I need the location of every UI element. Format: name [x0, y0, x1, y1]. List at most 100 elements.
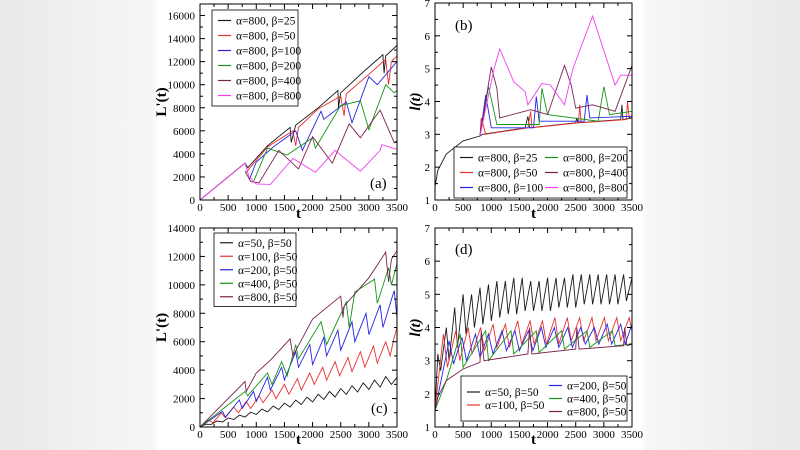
y-tick-label: 1 [425, 195, 431, 207]
y-axis-label: l(t) [408, 318, 424, 336]
x-tick-label: 2500 [565, 429, 588, 441]
y-axis-label: L'(t) [154, 87, 170, 116]
x-tick-label: 2000 [537, 202, 560, 214]
series-line-4 [479, 64, 632, 137]
y-tick-label: 14000 [168, 223, 196, 235]
y-tick-label: 5 [425, 64, 431, 76]
y-tick-label: 0 [190, 195, 196, 207]
y-tick-label: 2000 [173, 172, 196, 184]
y-tick-label: 2 [425, 162, 431, 174]
y-tick-label: 6000 [173, 337, 196, 349]
y-tick-label: 6000 [173, 126, 196, 138]
x-tick-label: 1000 [245, 202, 268, 214]
y-tick-label: 12000 [168, 57, 196, 69]
x-tick-label: 1500 [273, 202, 296, 214]
y-tick-label: 8000 [173, 103, 196, 115]
x-tick-label: 2500 [330, 202, 353, 214]
series-line-3 [479, 86, 632, 137]
y-tick-label: 4 [425, 97, 431, 109]
panel-c: 0 500 1000 1500 2000 2500 3000 3500 0 2000 4000 600… [154, 223, 409, 448]
x-axis-label: t [531, 206, 536, 222]
series-line-3 [200, 263, 397, 427]
x-tick-label: 2000 [537, 429, 560, 441]
legend-box [211, 9, 299, 107]
x-tick-label: 3000 [593, 202, 616, 214]
panel-d: 0 500 1000 1500 2000 2500 3000 3500 1 2 3 4 5 6 7 t l(t)… [408, 223, 644, 448]
legend-entry: α=800, β=50 [236, 31, 296, 43]
x-tick-label: 3500 [621, 202, 644, 214]
y-tick-label: 7 [425, 0, 431, 10]
legend-entry: α=800, β=200 [563, 153, 628, 165]
legend-entry: α=800, β=25 [478, 153, 538, 165]
legend: α=50, β=50α=100, β=50 α=200, β=50α=400, β… [460, 375, 628, 422]
x-tick-label: 0 [432, 202, 438, 214]
series-line-1 [245, 55, 397, 173]
y-tick-label: 3 [425, 129, 431, 141]
legend-entry: α=50, β=50 [238, 238, 292, 250]
y-axis-label: L'(t) [154, 313, 170, 342]
x-tick-label: 1500 [273, 429, 296, 441]
legend-entry: α=400, β=50 [238, 278, 298, 290]
series-line-0 [435, 274, 632, 411]
legend-entry: α=800, β=25 [236, 16, 296, 28]
panel-label: (c) [371, 401, 388, 417]
y-tick-label: 12000 [168, 251, 196, 263]
series-line-5 [479, 14, 632, 137]
x-tick-label: 1000 [480, 429, 503, 441]
x-tick-label: 500 [220, 202, 237, 214]
x-tick-label: 0 [432, 429, 438, 441]
x-tick-label: 3000 [593, 429, 616, 441]
legend-entry: α=800, β=800 [563, 183, 628, 195]
y-tick-label: 10000 [168, 80, 196, 92]
y-tick-label: 7 [425, 223, 431, 235]
y-tick-label: 0 [190, 422, 196, 434]
series-line-1 [435, 315, 632, 411]
y-tick-label: 14000 [168, 34, 196, 46]
x-tick-label: 3000 [358, 429, 381, 441]
legend-entry: α=200, β=50 [238, 265, 298, 277]
series-line-4 [244, 109, 397, 184]
x-tick-label: 2000 [302, 429, 325, 441]
x-tick-label: 2500 [330, 429, 353, 441]
y-tick-label: 2000 [173, 394, 196, 406]
series-line-2 [479, 94, 632, 137]
legend-entry: α=800, β=800 [236, 91, 301, 103]
legend-entry: α=800, β=400 [563, 168, 628, 180]
x-axis-label: t [531, 432, 536, 448]
x-tick-label: 500 [455, 429, 472, 441]
x-tick-label: 2000 [302, 202, 325, 214]
y-tick-label: 6 [425, 31, 431, 43]
y-tick-label: 2 [425, 389, 431, 401]
legend-entry: α=800, β=200 [236, 61, 301, 73]
x-tick-label: 2500 [565, 202, 588, 214]
panel-b: 0 500 1000 1500 2000 2500 3000 3500 1 2 3 4 5 6 7 t l(t)… [408, 0, 644, 222]
legend: α=800, β=25 α=800, β=50 α=800, β=100 α=800,… [453, 146, 628, 199]
legend: α=800, β=25 α=800, β=50 α=800, β=100 α=800,… [211, 9, 301, 107]
x-tick-label: 500 [455, 202, 472, 214]
x-tick-label: 1000 [245, 429, 268, 441]
y-tick-label: 3 [425, 356, 431, 368]
legend-entry: α=800, β=400 [236, 76, 301, 88]
panel-label: (b) [455, 18, 473, 34]
x-tick-label: 500 [220, 429, 237, 441]
legend-box [453, 146, 628, 199]
y-tick-label: 1 [425, 422, 431, 434]
panel-label: (a) [370, 176, 387, 192]
legend-entry: α=50, β=50 [485, 387, 539, 399]
panel-a: 0 500 1000 1500 2000 2500 3000 3500 0 2000 4000 600… [154, 3, 409, 222]
y-tick-label: 5 [425, 289, 431, 301]
legend-entry: α=200, β=50 [567, 381, 627, 393]
x-tick-label: 3500 [621, 429, 644, 441]
x-tick-label: 0 [197, 202, 203, 214]
x-tick-label: 0 [197, 429, 203, 441]
y-tick-label: 4000 [173, 149, 196, 161]
series-line-4 [200, 250, 397, 427]
series-line-0 [200, 375, 397, 427]
series-line-5 [200, 144, 397, 200]
legend: α=50, β=50α=100, β=50 α=200, β=50α=400, β… [213, 232, 298, 307]
series-line-1 [200, 327, 397, 427]
x-axis-label: t [296, 206, 301, 222]
y-tick-label: 4 [425, 323, 431, 335]
y-tick-label: 6 [425, 256, 431, 268]
series-line-0 [200, 45, 397, 200]
